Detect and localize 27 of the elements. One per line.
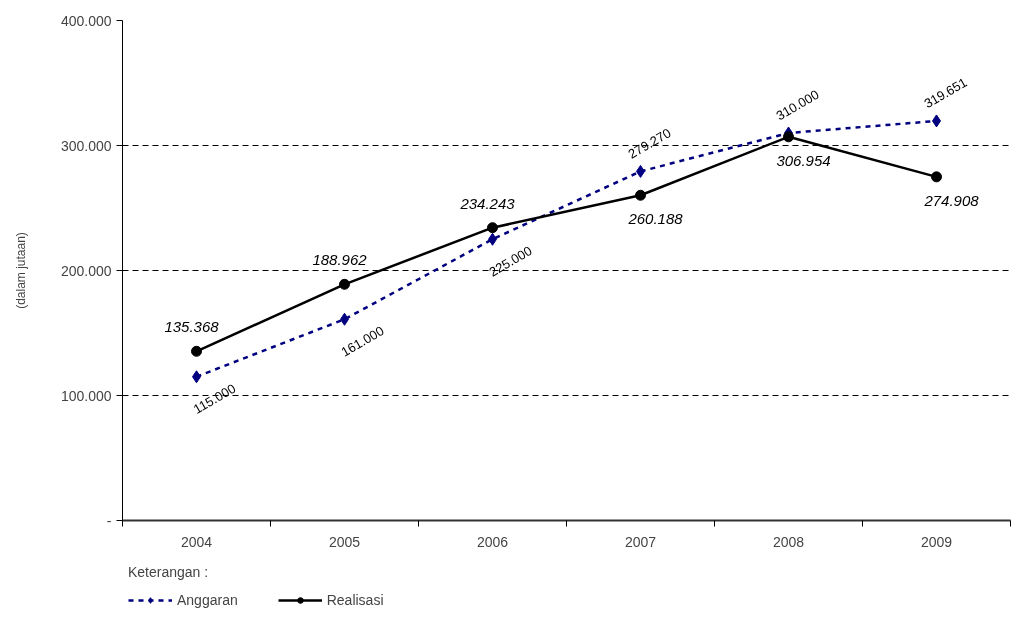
point xyxy=(487,222,498,234)
point xyxy=(635,189,646,201)
x-tick-label: 2004 xyxy=(180,533,213,550)
x-tick-label: 2006 xyxy=(476,533,509,550)
data-label: 135.368 xyxy=(164,318,220,336)
data-label: 188.962 xyxy=(312,251,368,269)
point xyxy=(191,345,202,357)
x-tick-label: 2005 xyxy=(328,533,361,550)
data-label: 260.188 xyxy=(627,210,684,228)
legend-title: Keterangan : xyxy=(128,564,210,580)
legend-label: Realisasi xyxy=(326,592,384,608)
y-tick-label: 100.000 xyxy=(60,387,112,404)
y-axis-title: (dalam jutaan) xyxy=(13,232,28,309)
point xyxy=(339,278,350,290)
y-tick-label: 200.000 xyxy=(60,262,112,279)
y-tick-label: - xyxy=(106,512,112,529)
point xyxy=(783,131,794,143)
x-tick-label: 2009 xyxy=(920,533,953,550)
point xyxy=(931,171,942,183)
data-label: 306.954 xyxy=(776,151,831,169)
y-tick-label: 300.000 xyxy=(60,137,112,154)
legend-label: Anggaran xyxy=(177,592,238,608)
y-tick-label: 400.000 xyxy=(60,12,112,29)
data-label: 234.243 xyxy=(459,194,516,212)
x-tick-label: 2007 xyxy=(624,533,657,550)
data-label: 274.908 xyxy=(923,191,980,209)
x-tick-label: 2008 xyxy=(772,533,805,550)
